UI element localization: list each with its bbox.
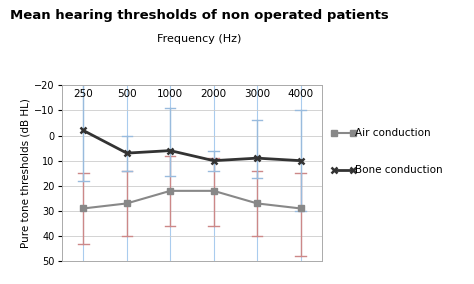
Text: Frequency (Hz): Frequency (Hz) <box>157 34 241 44</box>
Text: Mean hearing thresholds of non operated patients: Mean hearing thresholds of non operated … <box>9 9 389 22</box>
Text: 500: 500 <box>117 89 137 99</box>
Text: Air conduction: Air conduction <box>355 128 430 139</box>
Text: 3000: 3000 <box>244 89 270 99</box>
Y-axis label: Pure tone thresholds (dB HL): Pure tone thresholds (dB HL) <box>20 98 30 248</box>
Text: 4000: 4000 <box>288 89 314 99</box>
Text: 1000: 1000 <box>157 89 183 99</box>
Text: 250: 250 <box>73 89 93 99</box>
Text: Bone conduction: Bone conduction <box>355 165 442 176</box>
Text: 2000: 2000 <box>201 89 227 99</box>
